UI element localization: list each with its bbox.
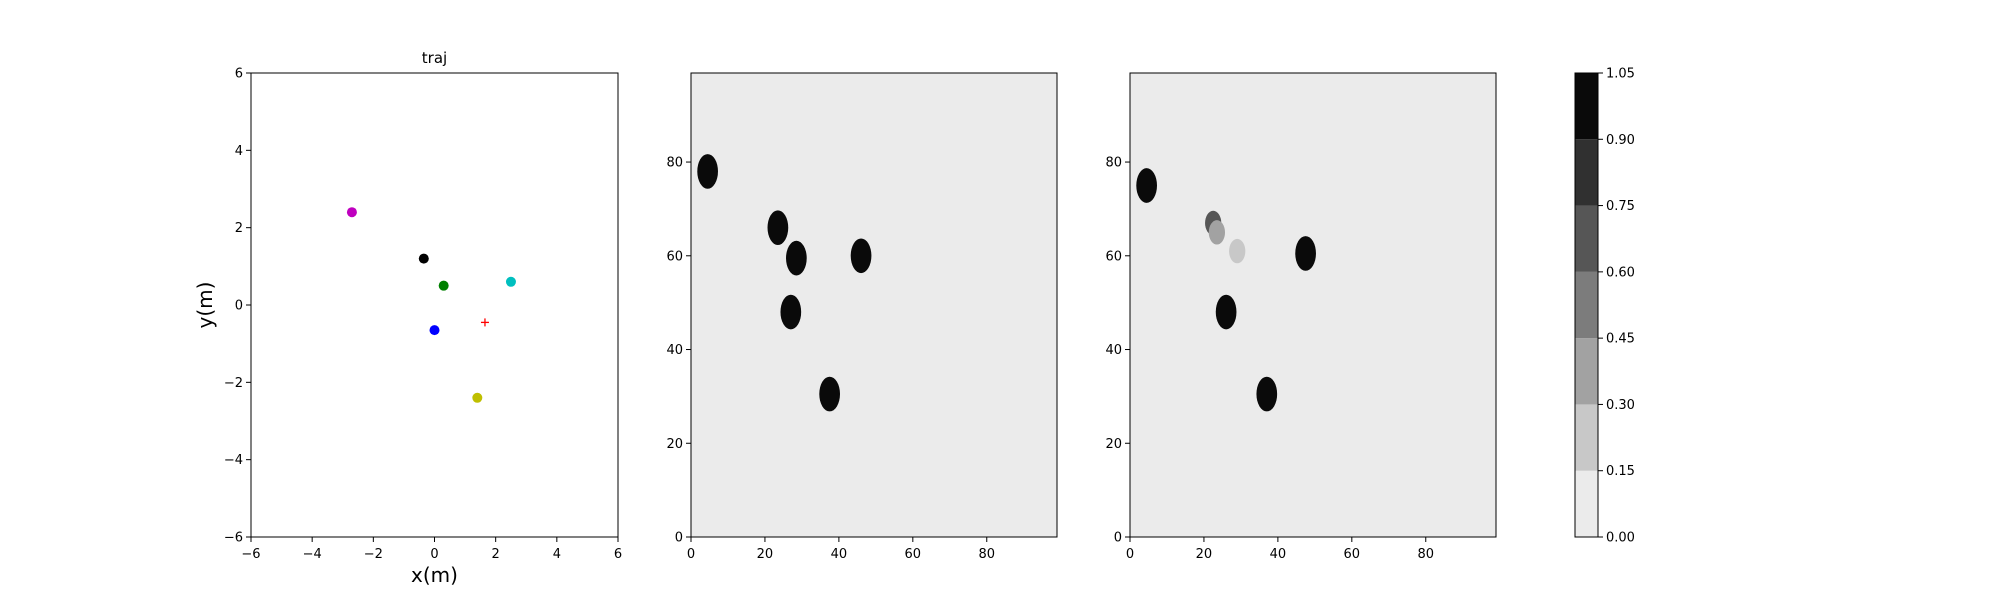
- heatmap-left-blobs: [697, 154, 872, 412]
- heatmap-panel-right: 0 20 40 60 80 0 20 40 60 80: [1105, 72, 1497, 562]
- colorbar-tick-label: 0.00: [1606, 531, 1635, 546]
- colorbar-bands: [1575, 73, 1598, 537]
- colorbar-band: [1575, 73, 1598, 140]
- heatmap-panel-left: 0 20 40 60 80 0 20 40 60 80: [666, 72, 1058, 562]
- traj-panel: traj −6 −4 −2 0 2 4 6 −6 −4 −2 0 2 4 6 x(m) y(m): [193, 49, 622, 587]
- heatmap-left-blob: [819, 376, 840, 412]
- heatmap-left-y-tick-label: 20: [666, 437, 683, 452]
- heatmap-left-background: [691, 73, 1057, 537]
- heatmap-right-blob: [1256, 376, 1278, 412]
- heatmap-left-y-tick-label: 40: [666, 343, 683, 358]
- traj-point: [472, 392, 483, 403]
- heatmap-left-blob: [850, 238, 872, 274]
- traj-y-axis-label: y(m): [193, 282, 217, 329]
- colorbar-frame: [1574, 72, 1599, 538]
- heatmap-left-x-tick-label: 80: [978, 547, 995, 562]
- heatmap-left-blob: [767, 210, 789, 246]
- heatmap-left-y-tick-label: 60: [666, 249, 683, 264]
- heatmap-right-y-tick-label: 0: [1114, 531, 1122, 546]
- colorbar-tick-label: 0.30: [1606, 398, 1635, 413]
- colorbar-band: [1575, 338, 1598, 405]
- heatmap-right-blob: [1215, 294, 1237, 330]
- traj-point: [418, 253, 429, 264]
- heatmap-left-x-tick-label: 0: [687, 547, 695, 562]
- colorbar-ticks: 0.00 0.15 0.30 0.45 0.60 0.75 0.90 1.05: [1598, 67, 1635, 546]
- colorbar-tick-label: 0.45: [1606, 332, 1635, 347]
- heatmap-right-blob: [1136, 168, 1157, 203]
- colorbar-tick-label: 0.60: [1606, 265, 1635, 280]
- heatmap-left-x-tick-label: 40: [831, 547, 848, 562]
- heatmap-right-y-tick-label: 80: [1105, 156, 1122, 171]
- traj-y-tick-label: −6: [224, 531, 243, 546]
- heatmap-right-x-tick-label: 40: [1270, 547, 1287, 562]
- heatmap-right-y-tick-label: 60: [1105, 249, 1122, 264]
- heatmap-right-x-tick-label: 20: [1196, 547, 1213, 562]
- heatmap-left-y-tick-label: 0: [675, 531, 683, 546]
- traj-title: traj: [422, 49, 447, 67]
- heatmap-left-x-tick-label: 20: [757, 547, 774, 562]
- colorbar-band: [1575, 271, 1598, 339]
- heatmap-left-blob: [697, 154, 718, 189]
- traj-y-tick-label: 0: [235, 299, 243, 314]
- heatmap-right-blob: [1229, 238, 1246, 264]
- colorbar-tick-label: 0.90: [1606, 133, 1635, 148]
- colorbar-tick-label: 0.15: [1606, 464, 1635, 479]
- traj-point: [438, 280, 449, 291]
- heatmap-left-blob: [786, 240, 807, 276]
- heatmap-right-x-tick-label: 60: [1344, 547, 1361, 562]
- traj-x-tick-label: −2: [364, 547, 383, 562]
- heatmap-right-blob: [1295, 236, 1316, 271]
- colorbar-tick-label: 1.05: [1606, 67, 1635, 82]
- traj-plot-area: [251, 73, 618, 537]
- heatmap-left-axes-frame: [690, 72, 1058, 538]
- traj-point: [505, 276, 516, 287]
- heatmap-left-y-ticks: 0 20 40 60 80: [666, 156, 691, 546]
- traj-points: [346, 207, 516, 403]
- traj-y-tick-label: 6: [235, 67, 243, 82]
- traj-x-tick-label: 2: [492, 547, 500, 562]
- heatmap-right-x-ticks: 0 20 40 60 80: [1126, 537, 1434, 562]
- traj-x-tick-label: −4: [303, 547, 322, 562]
- traj-y-tick-label: −4: [224, 453, 243, 468]
- traj-x-tick-label: 4: [553, 547, 561, 562]
- colorbar: 0.00 0.15 0.30 0.45 0.60 0.75 0.90 1.05: [1574, 67, 1635, 546]
- traj-x-tick-label: −6: [241, 547, 260, 562]
- traj-y-tick-label: −2: [224, 376, 243, 391]
- heatmap-right-background: [1130, 73, 1496, 537]
- colorbar-band: [1575, 470, 1598, 537]
- heatmap-right-y-tick-label: 20: [1105, 437, 1122, 452]
- colorbar-band: [1575, 139, 1598, 206]
- traj-x-axis-label: x(m): [411, 563, 458, 587]
- heatmap-right-y-ticks: 0 20 40 60 80: [1105, 156, 1130, 546]
- heatmap-right-blobs: [1136, 168, 1316, 412]
- heatmap-left-x-ticks: 0 20 40 60 80: [687, 537, 995, 562]
- heatmap-right-blob: [1208, 220, 1226, 245]
- traj-y-tick-label: 4: [235, 144, 243, 159]
- heatmap-right-axes-frame: [1129, 72, 1497, 538]
- colorbar-band: [1575, 205, 1598, 272]
- traj-x-ticks: −6 −4 −2 0 2 4 6: [241, 537, 622, 562]
- heatmap-right-y-tick-label: 40: [1105, 343, 1122, 358]
- colorbar-band: [1575, 404, 1598, 471]
- heatmap-right-x-tick-label: 0: [1126, 547, 1134, 562]
- heatmap-right-x-tick-label: 80: [1417, 547, 1434, 562]
- traj-x-tick-label: 0: [430, 547, 438, 562]
- heatmap-left-blob: [780, 294, 802, 330]
- heatmap-left-y-tick-label: 80: [666, 156, 683, 171]
- traj-point: [346, 207, 357, 218]
- traj-y-tick-label: 2: [235, 221, 243, 236]
- traj-target-marker: [480, 318, 489, 327]
- traj-point: [429, 325, 440, 336]
- traj-y-ticks: −6 −4 −2 0 2 4 6: [224, 67, 251, 546]
- colorbar-tick-label: 0.75: [1606, 199, 1635, 214]
- traj-x-tick-label: 6: [614, 547, 622, 562]
- heatmap-left-x-tick-label: 60: [905, 547, 922, 562]
